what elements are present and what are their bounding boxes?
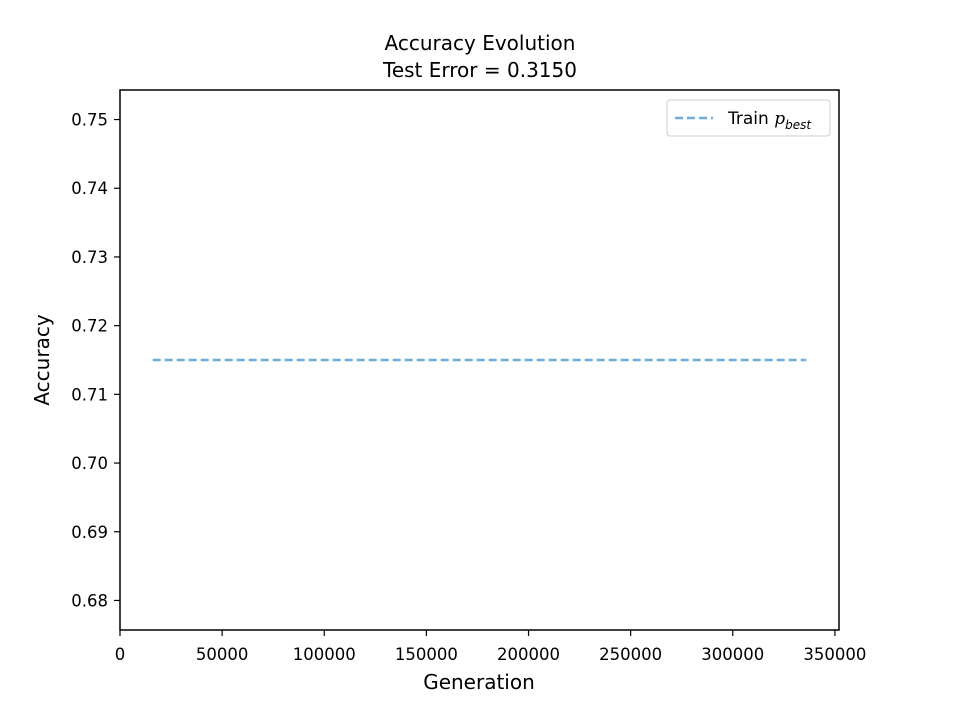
y-tick-label: 0.75 <box>71 111 108 130</box>
y-tick-label: 0.68 <box>71 591 108 610</box>
x-tick-label: 0 <box>115 645 126 664</box>
legend: Train pbest <box>666 99 831 137</box>
legend-label: Train pbest <box>727 109 812 132</box>
legend-label-symbol: p <box>774 109 785 129</box>
x-tick-label: 200000 <box>497 645 560 664</box>
legend-box <box>666 99 831 137</box>
y-tick-label: 0.69 <box>71 523 108 542</box>
y-tick-label: 0.71 <box>71 385 108 404</box>
x-tick-label: 100000 <box>293 645 356 664</box>
chart-subtitle: Test Error = 0.3150 <box>382 58 577 82</box>
x-tick-label: 150000 <box>395 645 458 664</box>
plot-frame <box>119 89 840 631</box>
y-tick-label: 0.70 <box>71 454 108 473</box>
chart-title: Accuracy Evolution <box>385 31 576 55</box>
x-axis: 0 50000 100000 150000 200000 250000 300000 3500… <box>115 630 866 664</box>
y-tick-label: 0.72 <box>71 317 108 336</box>
x-tick-label: 50000 <box>196 645 249 664</box>
x-tick-label: 250000 <box>599 645 662 664</box>
x-axis-label: Generation <box>423 670 535 694</box>
x-tick-label: 350000 <box>803 645 866 664</box>
y-tick-label: 0.74 <box>71 179 108 198</box>
legend-label-prefix: Train <box>727 109 774 129</box>
x-tick-label: 300000 <box>701 645 764 664</box>
y-tick-label: 0.73 <box>71 248 108 267</box>
legend-label-subscript: best <box>785 118 812 132</box>
y-axis: 0.68 0.69 0.70 0.71 0.72 0.73 0.74 0.75 <box>71 111 120 610</box>
y-axis-label: Accuracy <box>30 314 54 405</box>
